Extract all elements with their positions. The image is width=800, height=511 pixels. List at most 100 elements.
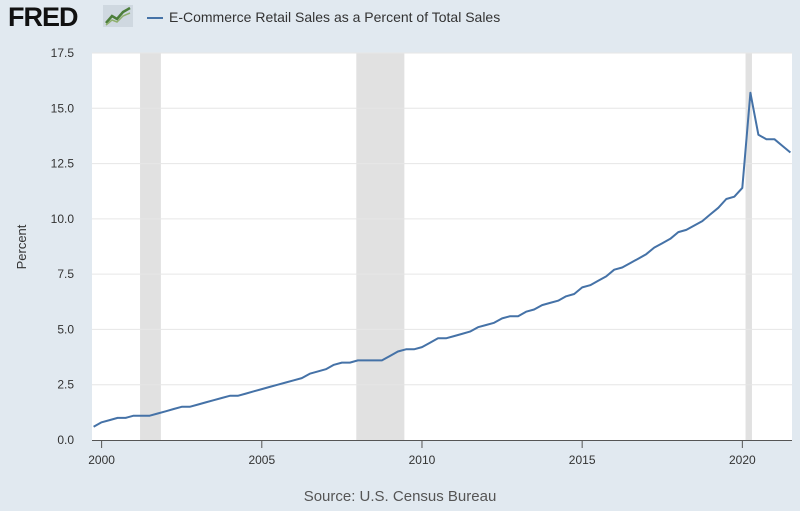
data-point[interactable] [244,392,247,395]
data-point[interactable] [717,206,720,209]
data-point[interactable] [541,304,544,307]
data-point[interactable] [460,332,463,335]
data-point[interactable] [340,361,343,364]
data-point[interactable] [741,186,744,189]
header: FRED E-Commerce Retail Sales as a Percen… [0,0,800,38]
data-point[interactable] [693,224,696,227]
data-point[interactable] [212,399,215,402]
data-point[interactable] [116,416,119,419]
data-point[interactable] [276,383,279,386]
data-point[interactable] [709,213,712,216]
data-point[interactable] [781,144,784,147]
data-point[interactable] [557,299,560,302]
data-point[interactable] [332,363,335,366]
data-point[interactable] [436,337,439,340]
y-tick-label: 15.0 [51,101,75,115]
data-point[interactable] [148,414,151,417]
data-point[interactable] [749,91,752,94]
y-tick-label: 7.5 [57,267,74,281]
data-point[interactable] [484,323,487,326]
data-point[interactable] [164,410,167,413]
data-point[interactable] [452,334,455,337]
data-point[interactable] [757,133,760,136]
data-point[interactable] [725,197,728,200]
data-point[interactable] [92,425,95,428]
data-point[interactable] [348,361,351,364]
data-point[interactable] [324,368,327,371]
gridlines [92,52,792,386]
data-point[interactable] [500,317,503,320]
series-line-1[interactable] [93,91,792,428]
data-point[interactable] [508,315,511,318]
data-point[interactable] [549,301,552,304]
data-point[interactable] [180,405,183,408]
data-point[interactable] [428,341,431,344]
data-point[interactable] [404,348,407,351]
data-point[interactable] [605,275,608,278]
data-point[interactable] [124,416,127,419]
data-point[interactable] [468,330,471,333]
data-point[interactable] [284,381,287,384]
data-point[interactable] [268,385,271,388]
data-point[interactable] [653,246,656,249]
y-tick-label: 17.5 [51,46,75,60]
data-point[interactable] [108,418,111,421]
data-point[interactable] [589,284,592,287]
data-point[interactable] [661,242,664,245]
x-tick-label: 2010 [409,453,436,467]
data-point[interactable] [765,138,768,141]
data-point[interactable] [573,292,576,295]
data-point[interactable] [316,370,319,373]
data-point[interactable] [132,414,135,417]
data-point[interactable] [412,348,415,351]
data-point[interactable] [252,390,255,393]
data-point[interactable] [372,359,375,362]
data-point[interactable] [188,405,191,408]
data-point[interactable] [701,219,704,222]
x-tick-label: 2005 [248,453,275,467]
data-point[interactable] [228,394,231,397]
data-point[interactable] [645,253,648,256]
data-point[interactable] [140,414,143,417]
data-point[interactable] [260,388,263,391]
data-point[interactable] [236,394,239,397]
data-point[interactable] [492,321,495,324]
data-point[interactable] [100,421,103,424]
data-point[interactable] [621,266,624,269]
line-chart-icon [103,5,133,27]
data-point[interactable] [364,359,367,362]
data-point[interactable] [773,138,776,141]
data-point[interactable] [172,407,175,410]
data-point[interactable] [516,315,519,318]
data-point[interactable] [444,337,447,340]
data-point[interactable] [220,396,223,399]
data-point[interactable] [581,286,584,289]
data-point[interactable] [396,350,399,353]
data-point[interactable] [669,237,672,240]
data-point[interactable] [204,401,207,404]
data-point[interactable] [533,308,536,311]
recession-bands [140,53,752,440]
data-point[interactable] [629,261,632,264]
data-point[interactable] [388,354,391,357]
data-point[interactable] [733,195,736,198]
data-point[interactable] [308,372,311,375]
data-point[interactable] [565,295,568,298]
data-point[interactable] [356,359,359,362]
data-point[interactable] [196,403,199,406]
data-point[interactable] [380,359,383,362]
data-point[interactable] [597,279,600,282]
data-point[interactable] [300,376,303,379]
data-point[interactable] [292,379,295,382]
data-point[interactable] [637,257,640,260]
data-point[interactable] [156,412,159,415]
data-point[interactable] [524,310,527,313]
data-point[interactable] [613,268,616,271]
data-point[interactable] [420,346,423,349]
data-point[interactable] [789,151,792,154]
fred-logo[interactable]: FRED [8,2,78,32]
data-point[interactable] [677,231,680,234]
data-point[interactable] [685,228,688,231]
data-point[interactable] [476,326,479,329]
